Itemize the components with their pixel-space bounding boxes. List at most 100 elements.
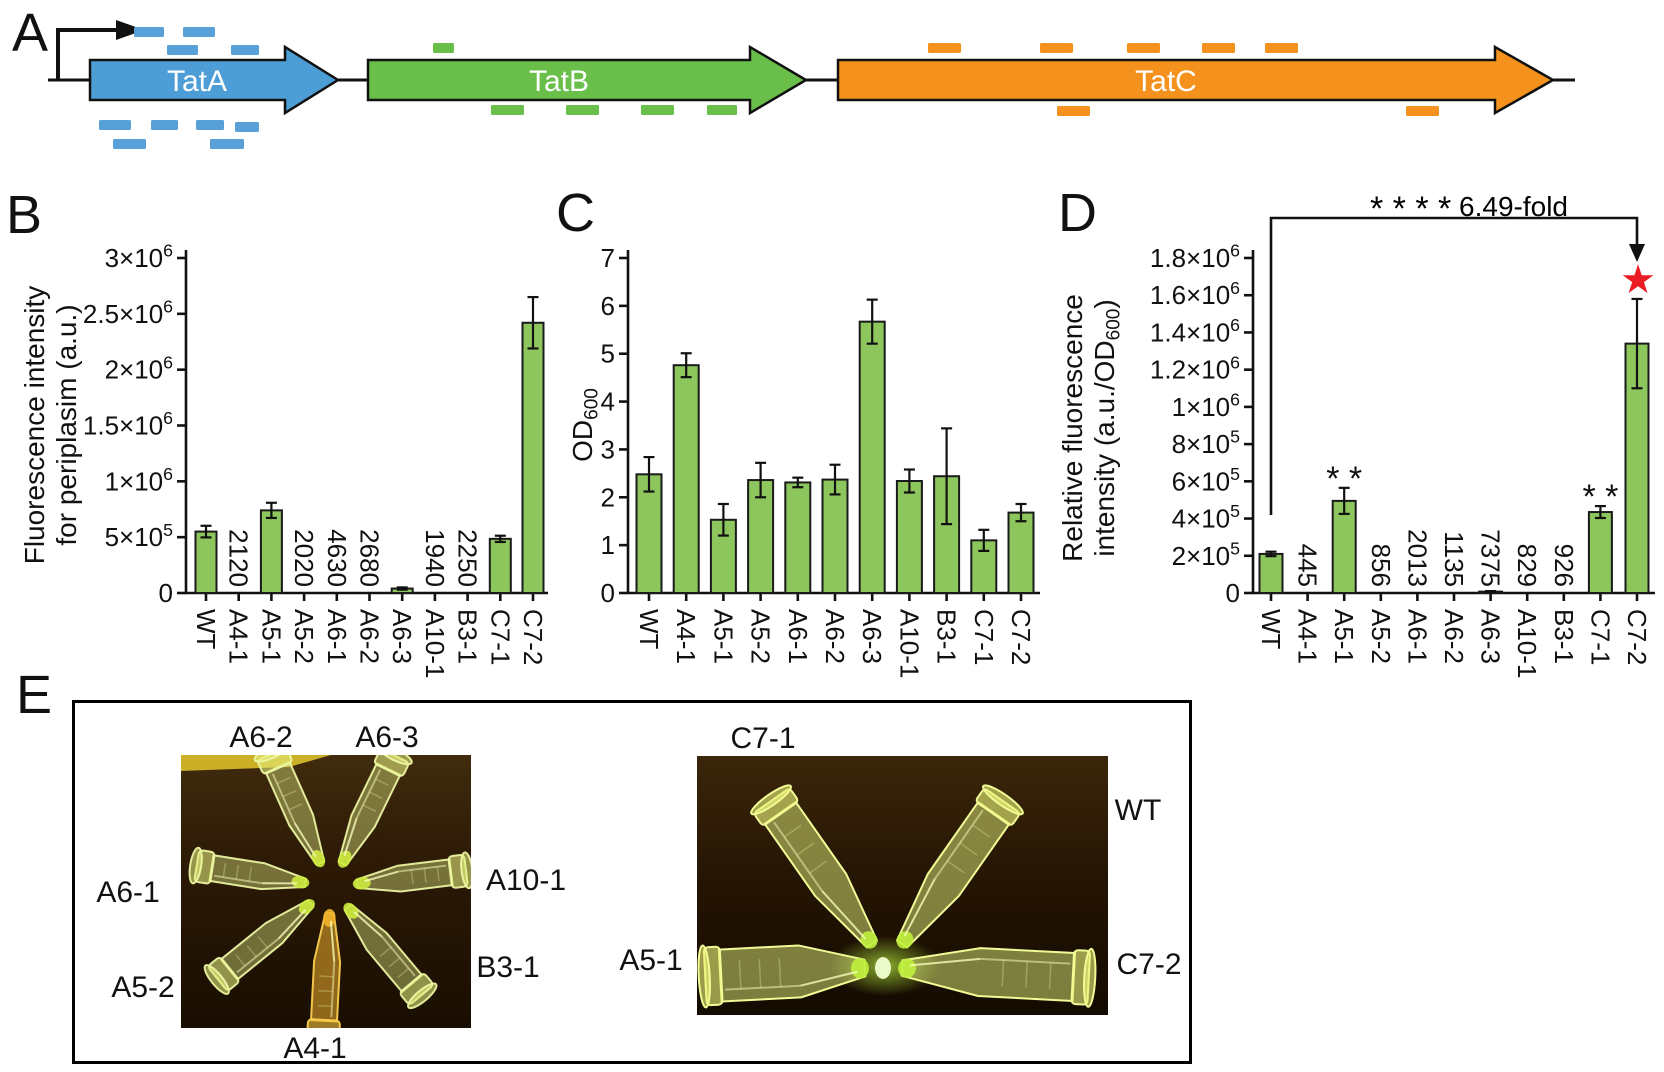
- count-label: 856: [1366, 544, 1396, 587]
- mutation-dash: [235, 122, 259, 132]
- count-label: 7375: [1476, 529, 1506, 587]
- bright-spot: [875, 957, 891, 979]
- count-label: 926: [1549, 544, 1579, 587]
- tube-label-a5-1: A5-1: [619, 944, 683, 977]
- category-label-A5-1: A5-1: [256, 609, 286, 664]
- bar-A6-1: [784, 481, 812, 595]
- y-tick-label: 1: [601, 530, 615, 560]
- y-tick-label: 2×106: [105, 352, 174, 384]
- promoter-arrow: [56, 28, 118, 80]
- category-label-WT: WT: [634, 609, 664, 650]
- category-label-B3-1: B3-1: [932, 609, 962, 664]
- mutation-dashes: [99, 27, 1439, 149]
- tube-photo-right: [697, 756, 1108, 1015]
- tube-label-a10-1: A10-1: [485, 864, 567, 897]
- category-label-WT: WT: [1256, 609, 1286, 650]
- mutation-dash: [196, 120, 224, 130]
- y-tick-label: 3×106: [105, 241, 174, 273]
- gene-diagram: TatA TatB TatC: [48, 20, 1575, 149]
- chart-C: 0 1 2 3 4 5 6 7 WT A4-1 A5-1 A5-2 A6-1 A6-2 A6-3 A10-1 B…: [567, 243, 1040, 678]
- category-label-A10-1: A10-1: [420, 609, 450, 678]
- mutation-dash: [641, 105, 674, 115]
- count-label: 1135: [1439, 531, 1469, 587]
- y-axis-title: for periplasim (a.u.): [51, 304, 82, 545]
- y-tick-label: 7: [601, 243, 615, 273]
- y-axis-title: Fluorescence intensity: [19, 286, 50, 565]
- category-label-A4-1: A4-1: [1293, 609, 1323, 664]
- tube-label-a5-2: A5-2: [111, 971, 175, 1004]
- tube-a6-1: [188, 846, 310, 891]
- mutation-dash: [151, 120, 178, 130]
- category-label-A10-1: A10-1: [1512, 609, 1542, 678]
- mutation-dash: [491, 105, 524, 115]
- category-label-A6-1: A6-1: [322, 609, 352, 664]
- tube-label-a4-1: A4-1: [283, 1032, 347, 1065]
- count-label: 2680: [355, 529, 385, 587]
- y-tick-label: 2: [601, 482, 615, 512]
- category-label-A5-1: A5-1: [1329, 609, 1359, 664]
- gene-arrow-tatc: [836, 44, 1556, 116]
- panel-e-label: E: [16, 665, 53, 725]
- mutation-dash: [210, 139, 244, 149]
- mutation-dash: [183, 27, 215, 37]
- category-label-C7-1: C7-1: [1585, 609, 1615, 665]
- y-axis-title: Relative fluorescence: [1057, 294, 1088, 562]
- mutation-dash: [1127, 43, 1160, 53]
- category-label-A10-1: A10-1: [894, 609, 924, 678]
- chart-D: 0 2×105 4×105 6×105 8×105 1×106 1.2×106 1.4×106…: [1057, 190, 1656, 678]
- fold-annotation: * * * * 6.49-fold: [1370, 190, 1568, 228]
- gene-label-tatb: TatB: [529, 65, 589, 98]
- light-streak: [181, 755, 331, 771]
- tube-label-a6-2: A6-2: [229, 721, 293, 754]
- y-tick-label: 0: [1226, 578, 1240, 608]
- mutation-dash: [1057, 106, 1090, 116]
- gene-arrow-tatb: [366, 44, 809, 116]
- y-tick-label: 1.5×106: [83, 408, 173, 440]
- y-tick-label: 1×106: [1172, 389, 1241, 421]
- mutation-dash: [167, 45, 198, 55]
- tube-a5-1: [697, 944, 870, 1009]
- panel-d-label: D: [1058, 183, 1097, 243]
- mutation-dash: [113, 139, 146, 149]
- bar-A6-3: [858, 320, 886, 594]
- bar-A10-1: [895, 480, 923, 594]
- tube-label-a6-3: A6-3: [355, 721, 419, 754]
- tube-label-c7-2: C7-2: [1116, 948, 1182, 981]
- bar-A4-1: [672, 364, 700, 595]
- tube-c7-1: [750, 784, 878, 949]
- tube-label-wt: WT: [1114, 794, 1162, 827]
- mutation-dash: [1202, 43, 1235, 53]
- tube-label-c7-1: C7-1: [730, 722, 796, 755]
- y-tick-label: 1×106: [105, 464, 174, 496]
- red-star-icon: ★: [1620, 257, 1656, 303]
- category-label-A6-2: A6-2: [1439, 609, 1469, 664]
- y-tick-label: 6×105: [1172, 464, 1241, 496]
- bar-WT: [194, 530, 218, 594]
- category-label-A6-3: A6-3: [1476, 609, 1506, 664]
- category-label-C7-1: C7-1: [485, 609, 515, 665]
- tube-photo-left: [181, 755, 471, 1028]
- y-tick-label: 8×105: [1172, 427, 1241, 459]
- mutation-dash: [566, 105, 599, 115]
- bar-C7-1: [488, 537, 512, 595]
- y-tick-label: 0: [601, 578, 615, 608]
- bar-C7-2: [1007, 511, 1035, 594]
- y-tick-label: 2.5×106: [83, 296, 173, 328]
- bar-A5-1: [259, 509, 283, 594]
- promoter-arrow-head: [116, 20, 144, 40]
- tube-a5-2: [203, 899, 315, 995]
- category-label-A4-1: A4-1: [224, 609, 254, 664]
- tube-label-b3-1: B3-1: [476, 951, 540, 984]
- y-tick-label: 5: [601, 339, 615, 369]
- count-label: 445: [1293, 544, 1323, 587]
- y-tick-label: 5×105: [105, 520, 174, 552]
- tube-a6-2: [253, 755, 326, 868]
- tube-c7-2: [897, 947, 1097, 1008]
- mutation-dash: [433, 43, 454, 53]
- category-label-C7-2: C7-2: [1006, 609, 1036, 665]
- y-axis-title: intensity (a.u./OD600): [1089, 299, 1125, 556]
- bar-C7-2: [521, 321, 545, 594]
- category-label-A5-2: A5-2: [289, 609, 319, 664]
- fold-bracket: [1269, 216, 1639, 515]
